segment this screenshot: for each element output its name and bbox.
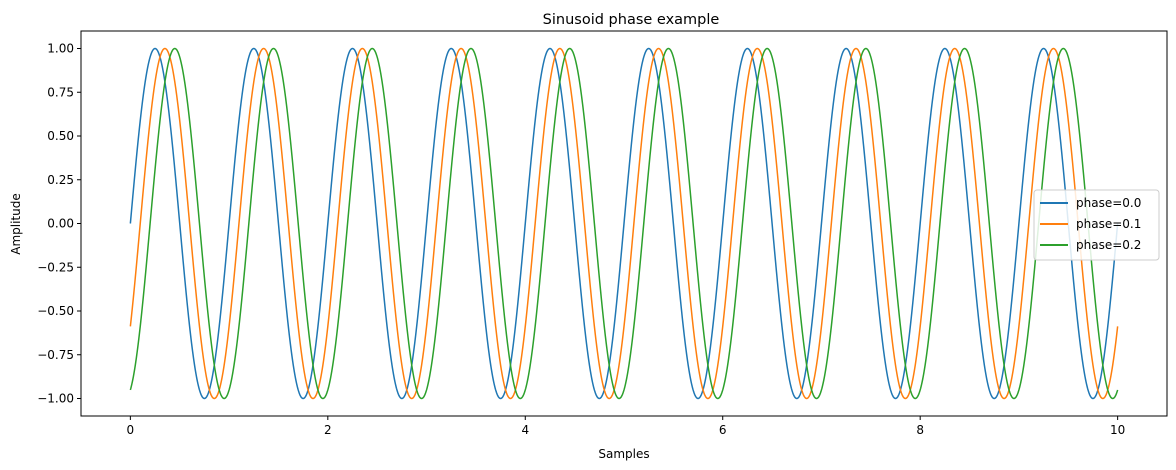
- y-axis: 1.00 0.75 0.50 0.25 0.00 −0.25 −0.50 −0.75 −1.00: [37, 42, 81, 406]
- y-tick-label: 0.25: [47, 173, 74, 187]
- x-tick-label: 8: [916, 423, 924, 437]
- plot-area: [80, 30, 1168, 417]
- y-tick-label: 0.00: [47, 217, 74, 231]
- y-tick-label: 0.75: [47, 85, 74, 99]
- series-line-0: [129, 47, 1119, 400]
- y-tick-label: −0.25: [37, 260, 74, 274]
- legend-box: [1033, 189, 1160, 261]
- legend-label-0: phase=0.0: [1076, 196, 1141, 210]
- legend-label-2: phase=0.2: [1076, 238, 1141, 252]
- y-tick-label: 1.00: [47, 42, 74, 56]
- chart-title: Sinusoid phase example: [543, 12, 720, 28]
- x-tick-label: 0: [127, 423, 135, 437]
- x-axis-label: Samples: [598, 447, 649, 461]
- series-line-2: [129, 47, 1119, 400]
- y-tick-label: −1.00: [37, 392, 74, 406]
- x-tick-label: 10: [1110, 423, 1125, 437]
- legend: phase=0.0 phase=0.1 phase=0.2: [1033, 189, 1160, 261]
- y-tick-label: −0.75: [37, 348, 74, 362]
- y-tick-label: −0.50: [37, 304, 74, 318]
- series-line-1: [129, 47, 1119, 400]
- series-layer: [129, 47, 1119, 400]
- legend-label-1: phase=0.1: [1076, 217, 1141, 231]
- y-axis-label: Amplitude: [9, 193, 23, 255]
- x-axis: 0 2 4 6 8 10: [127, 416, 1125, 437]
- x-tick-label: 4: [521, 423, 529, 437]
- x-tick-label: 2: [324, 423, 332, 437]
- x-tick-label: 6: [719, 423, 727, 437]
- y-tick-label: 0.50: [47, 129, 74, 143]
